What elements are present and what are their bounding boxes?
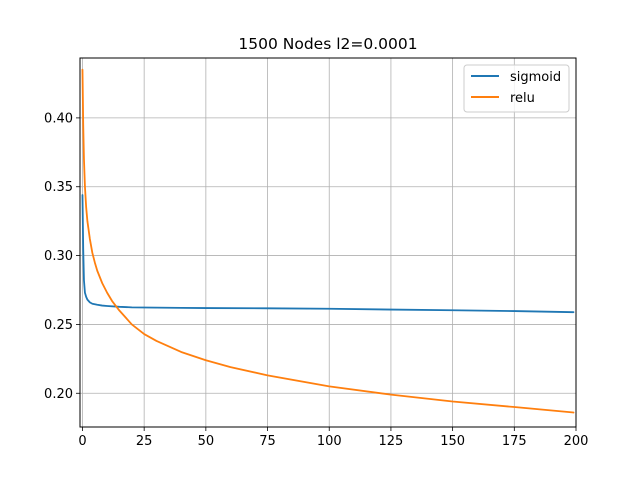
- plot-frame: [79, 57, 577, 428]
- x-tick-label: 175: [502, 434, 527, 449]
- x-tick-label: 25: [136, 434, 153, 449]
- x-tick-label: 0: [78, 434, 86, 449]
- y-tick-label: 0.40: [44, 111, 73, 126]
- legend-label-relu: relu: [510, 91, 535, 106]
- x-tick-label: 75: [259, 434, 276, 449]
- series-line-sigmoid: [81, 194, 575, 314]
- x-tick-label: 200: [564, 434, 589, 449]
- legend: sigmoid relu: [463, 64, 570, 113]
- ticks: 0 25 50 75 100 125 150 175 200 0.20 0.25 0.30 0.35 0.…: [44, 111, 588, 449]
- series-line-relu: [81, 68, 575, 414]
- chart-title: 1500 Nodes l2=0.0001: [238, 35, 417, 53]
- y-tick-label: 0.20: [44, 387, 73, 402]
- x-tick-label: 125: [379, 434, 404, 449]
- series-layer: [81, 68, 575, 414]
- y-tick-label: 0.25: [44, 318, 73, 333]
- x-tick-label: 150: [440, 434, 465, 449]
- y-tick-label: 0.35: [44, 180, 73, 195]
- y-tick-label: 0.30: [44, 249, 73, 264]
- x-tick-label: 50: [198, 434, 215, 449]
- legend-label-sigmoid: sigmoid: [510, 70, 561, 85]
- x-tick-label: 100: [317, 434, 342, 449]
